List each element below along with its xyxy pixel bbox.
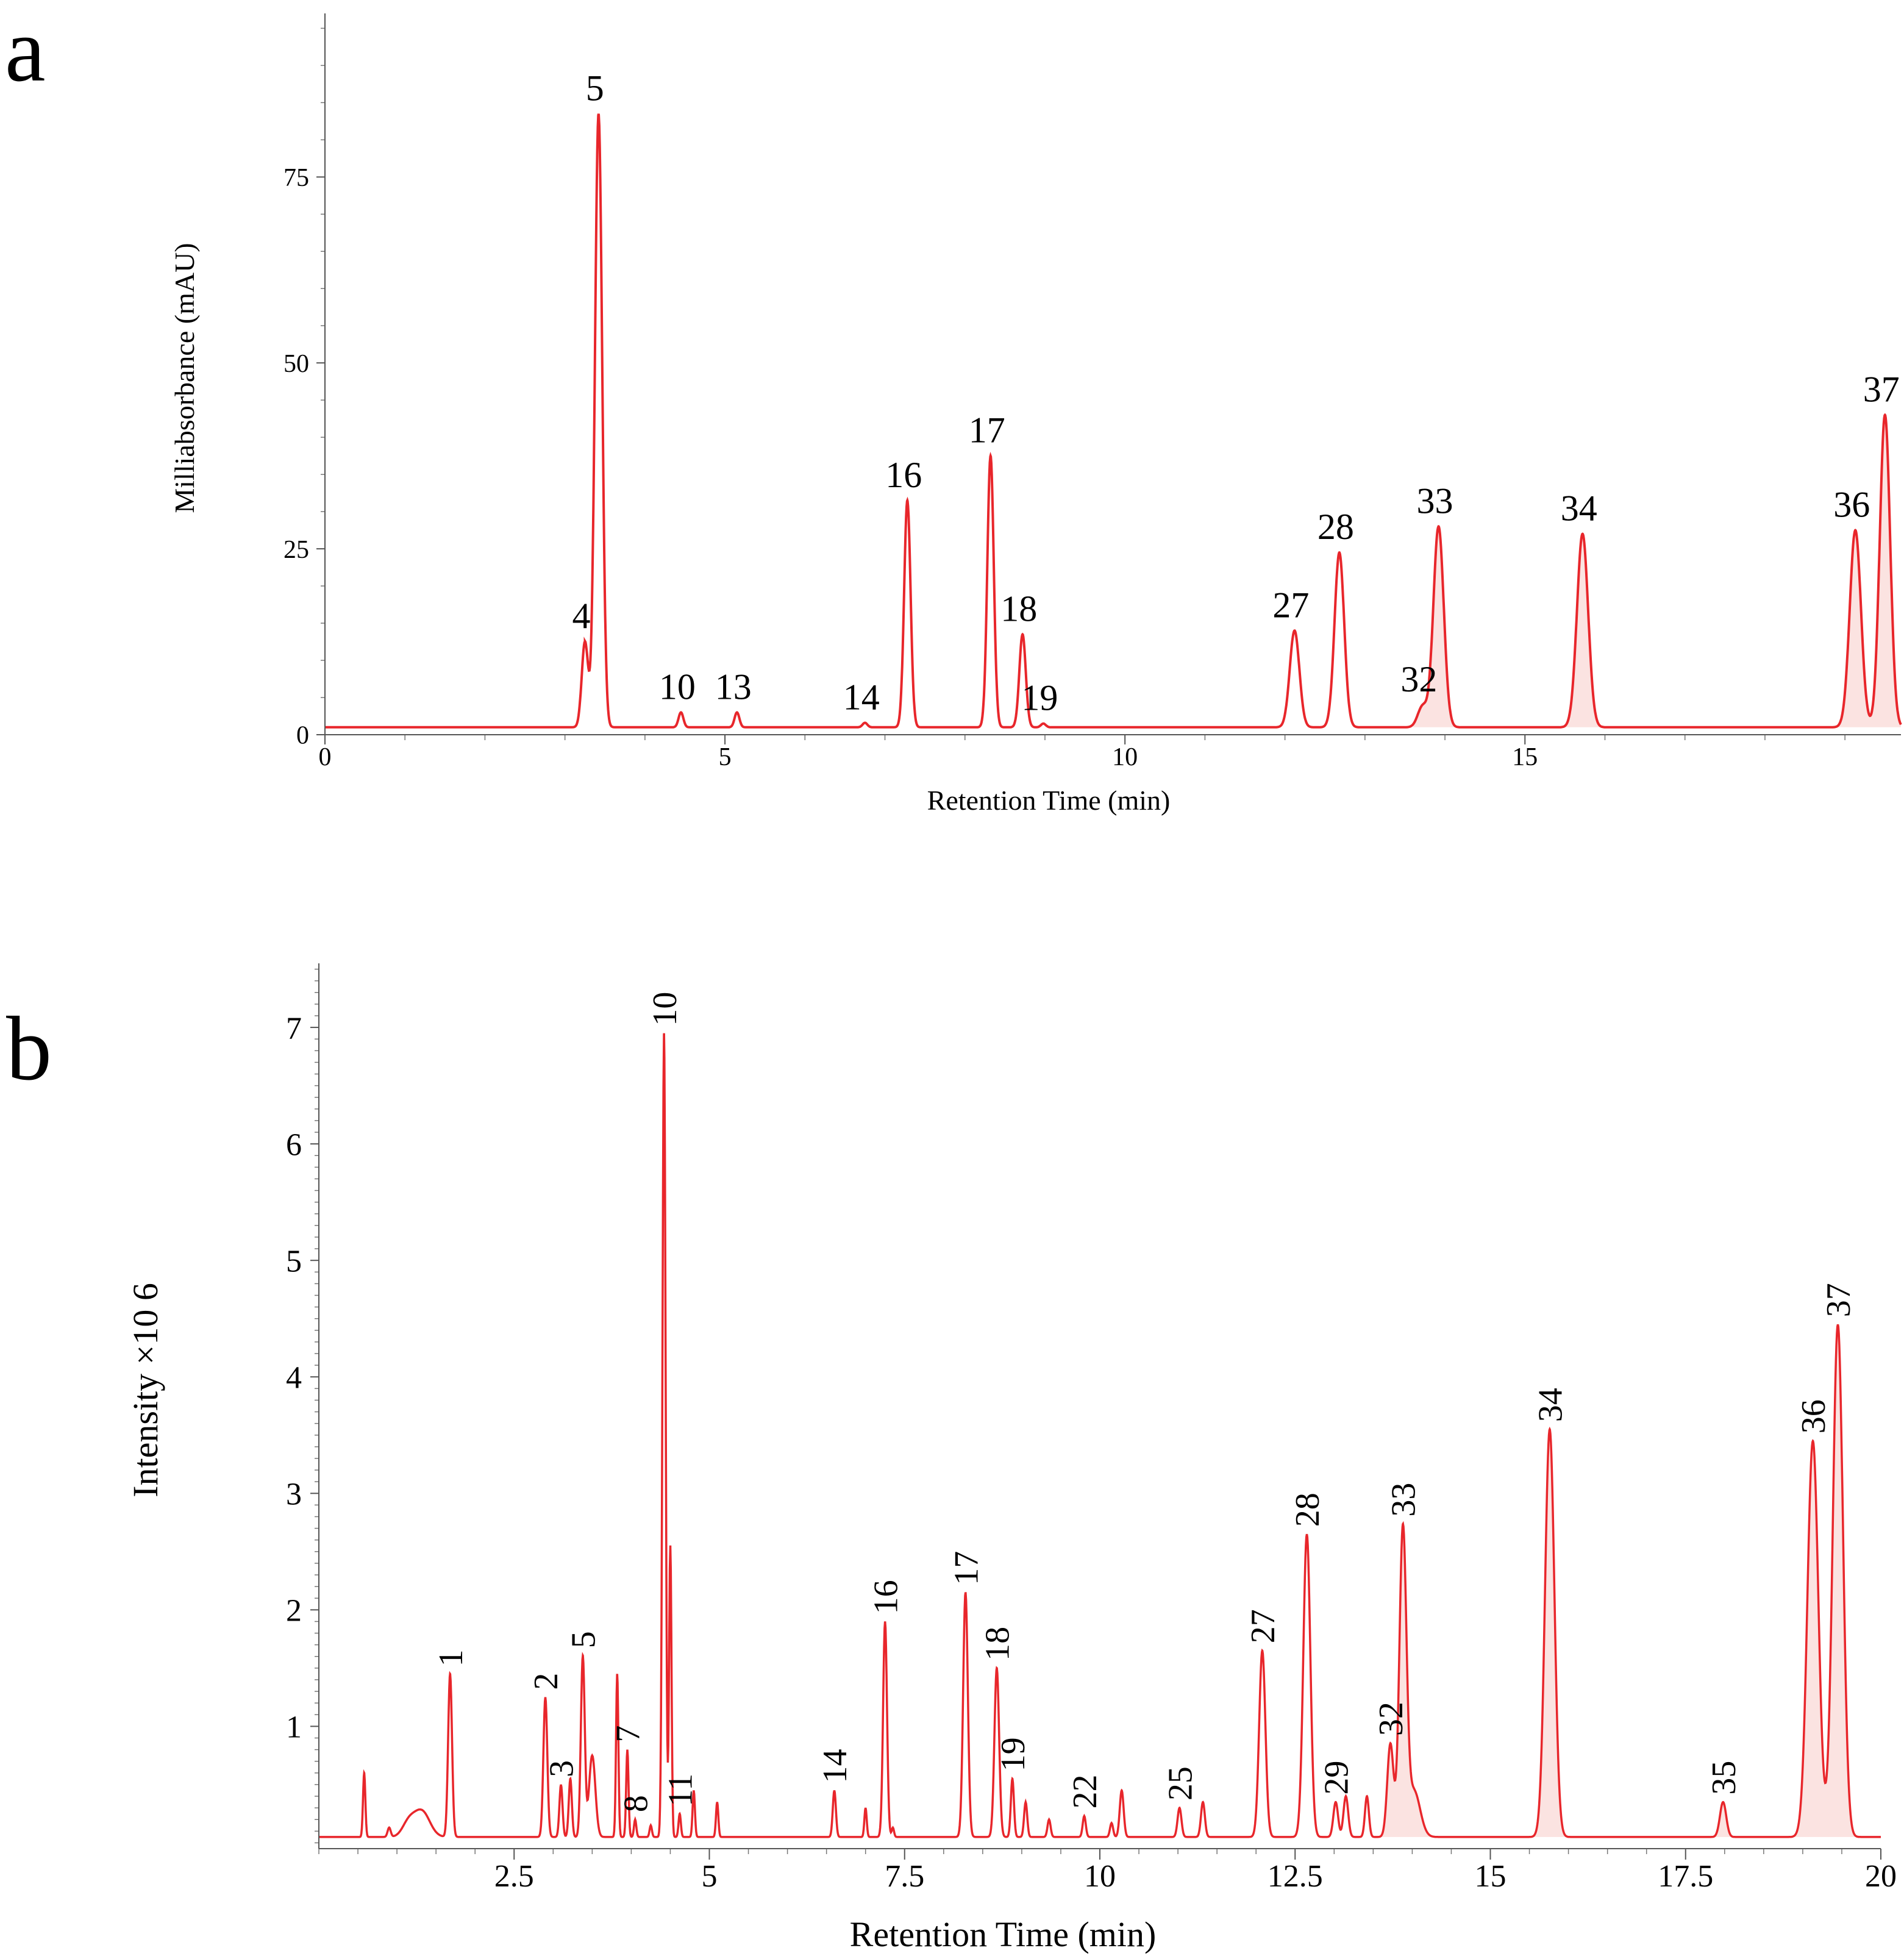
b-peak-label: 8 [617, 1795, 655, 1812]
b-peak-label: 25 [1161, 1766, 1199, 1800]
b-peak-label: 17 [947, 1551, 985, 1585]
a-peak-label: 34 [1561, 488, 1597, 529]
b-peak-label: 28 [1289, 1493, 1327, 1527]
b-peak-label: 2 [527, 1673, 565, 1690]
a-x-ticks: 0 5 10 15 [319, 735, 1538, 771]
b-y-ticks: 1 2 3 4 5 6 7 [286, 1011, 319, 1745]
b-peak-label: 10 [646, 992, 684, 1026]
b-x-ticks: 2.5 5 7.5 10 12.5 15 17.5 20 [494, 1849, 1897, 1894]
b-peak-label: 18 [979, 1627, 1017, 1661]
b-peak-label: 34 [1532, 1388, 1570, 1422]
a-y-axis-title: Milliabsorbance (mAU) [169, 243, 200, 513]
a-y-tick-label: 25 [283, 536, 309, 564]
b-x-tick-label: 20 [1865, 1859, 1897, 1894]
a-peak-label: 4 [572, 596, 590, 636]
b-peak-label: 27 [1244, 1609, 1282, 1643]
b-y-tick-label: 4 [286, 1360, 302, 1395]
b-peak-label: 35 [1705, 1761, 1743, 1795]
b-y-tick-label: 2 [286, 1594, 302, 1629]
b-peak-label: 11 [661, 1774, 699, 1807]
a-peak-label: 33 [1417, 480, 1453, 521]
b-y-tick-label: 5 [286, 1244, 302, 1279]
a-y-tick-label: 75 [283, 164, 309, 192]
a-x-tick-label: 0 [319, 743, 332, 771]
b-x-tick-label: 12.5 [1268, 1859, 1323, 1894]
a-trace-fill [1413, 415, 1901, 727]
a-peak-label: 27 [1272, 585, 1309, 625]
a-x-tick-label: 5 [719, 743, 732, 771]
a-x-axis-title: Retention Time (min) [927, 785, 1171, 816]
b-peak-label: 1 [432, 1649, 470, 1666]
a-peak-label: 28 [1317, 507, 1354, 547]
b-peak-label: 5 [565, 1631, 603, 1648]
b-x-tick-label: 2.5 [494, 1859, 534, 1894]
a-peak-label: 36 [1833, 485, 1870, 525]
b-minor-ticks [315, 968, 1881, 1854]
a-y-tick-label: 0 [296, 722, 309, 750]
a-peak-label: 14 [843, 677, 880, 717]
b-peak-label: 14 [816, 1749, 854, 1783]
a-peak-label: 10 [659, 666, 696, 707]
b-y-tick-label: 3 [286, 1477, 302, 1511]
b-peak-label: 36 [1795, 1399, 1833, 1433]
a-y-ticks: 0 25 50 75 [283, 164, 325, 750]
b-peak-label: 19 [994, 1737, 1032, 1771]
a-x-tick-label: 10 [1112, 743, 1138, 771]
b-x-tick-label: 7.5 [885, 1859, 924, 1894]
b-x-tick-label: 5 [702, 1859, 718, 1894]
b-peak-label: 7 [610, 1725, 647, 1743]
b-peak-label: 33 [1385, 1483, 1423, 1517]
a-peak-label: 13 [715, 666, 752, 707]
a-x-tick-label: 15 [1512, 743, 1538, 771]
panel-label-a: a [5, 0, 46, 101]
a-peak-label: 19 [1021, 678, 1058, 718]
b-y-tick-label: 7 [286, 1011, 302, 1046]
a-peak-label: 16 [885, 455, 922, 495]
b-y-tick-label: 6 [286, 1127, 302, 1162]
panel-label-b: b [6, 998, 52, 1099]
b-peak-label: 16 [867, 1580, 905, 1614]
b-y-tick-label: 1 [286, 1710, 302, 1745]
b-trace [319, 1033, 1881, 1838]
b-peak-label: 3 [543, 1760, 581, 1777]
a-peak-label: 37 [1863, 369, 1900, 410]
b-peak-label: 29 [1318, 1761, 1356, 1795]
b-x-tick-label: 17.5 [1658, 1859, 1713, 1894]
b-y-axis-title: Intensity ×10 6 [126, 1283, 165, 1497]
a-trace [325, 113, 1902, 729]
a-y-tick-label: 50 [283, 350, 309, 378]
b-x-tick-label: 10 [1084, 1859, 1116, 1894]
a-peak-label: 5 [586, 68, 604, 109]
b-peak-label: 32 [1372, 1702, 1410, 1736]
b-x-tick-label: 15 [1475, 1859, 1506, 1894]
b-x-axis-title: Retention Time (min) [850, 1914, 1157, 1954]
a-peak-label: 18 [1000, 588, 1037, 629]
b-peak-label: 37 [1820, 1283, 1858, 1317]
b-trace-fill [1377, 1324, 1881, 1837]
b-peak-label: 22 [1066, 1775, 1104, 1809]
a-peak-label: 32 [1400, 659, 1437, 699]
a-peak-label: 17 [969, 410, 1005, 451]
